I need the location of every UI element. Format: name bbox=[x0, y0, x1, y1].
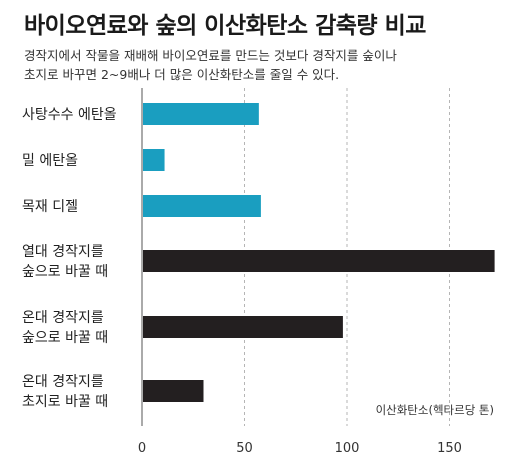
x-tick-label: 150 bbox=[437, 441, 462, 456]
bar bbox=[143, 195, 261, 217]
category-label: 숲으로 바꿀 때 bbox=[22, 330, 108, 346]
x-tick-label: 50 bbox=[236, 441, 253, 456]
bar bbox=[143, 250, 495, 272]
x-tick-label: 100 bbox=[335, 441, 360, 456]
bar bbox=[143, 149, 165, 171]
subtitle-line: 초지로 바꾸면 2~9배나 더 많은 이산화탄소를 줄일 수 있다. bbox=[24, 67, 340, 82]
category-label: 초지로 바꿀 때 bbox=[22, 394, 108, 410]
subtitle-line: 경작지에서 작물을 재배해 바이오연료를 만드는 것보다 경작지를 숲이나 bbox=[24, 48, 397, 63]
bar bbox=[143, 316, 343, 338]
chart-subtitle: 경작지에서 작물을 재배해 바이오연료를 만드는 것보다 경작지를 숲이나 초지… bbox=[24, 46, 504, 84]
bar bbox=[143, 103, 259, 125]
category-label: 숲으로 바꿀 때 bbox=[22, 264, 108, 280]
x-axis-label: 이산화탄소(헥타르당 톤) bbox=[376, 403, 494, 417]
category-label: 열대 경작지를 bbox=[22, 244, 104, 260]
category-label: 온대 경작지를 bbox=[22, 374, 104, 390]
category-label: 온대 경작지를 bbox=[22, 310, 104, 326]
category-label: 목재 디젤 bbox=[22, 199, 78, 215]
chart-title: 바이오연료와 숲의 이산화탄소 감축량 비교 bbox=[24, 13, 426, 39]
bar bbox=[143, 380, 204, 402]
category-label: 사탕수수 에탄올 bbox=[22, 107, 117, 123]
category-label: 밀 에탄올 bbox=[22, 153, 78, 169]
x-tick-label: 0 bbox=[138, 441, 146, 456]
